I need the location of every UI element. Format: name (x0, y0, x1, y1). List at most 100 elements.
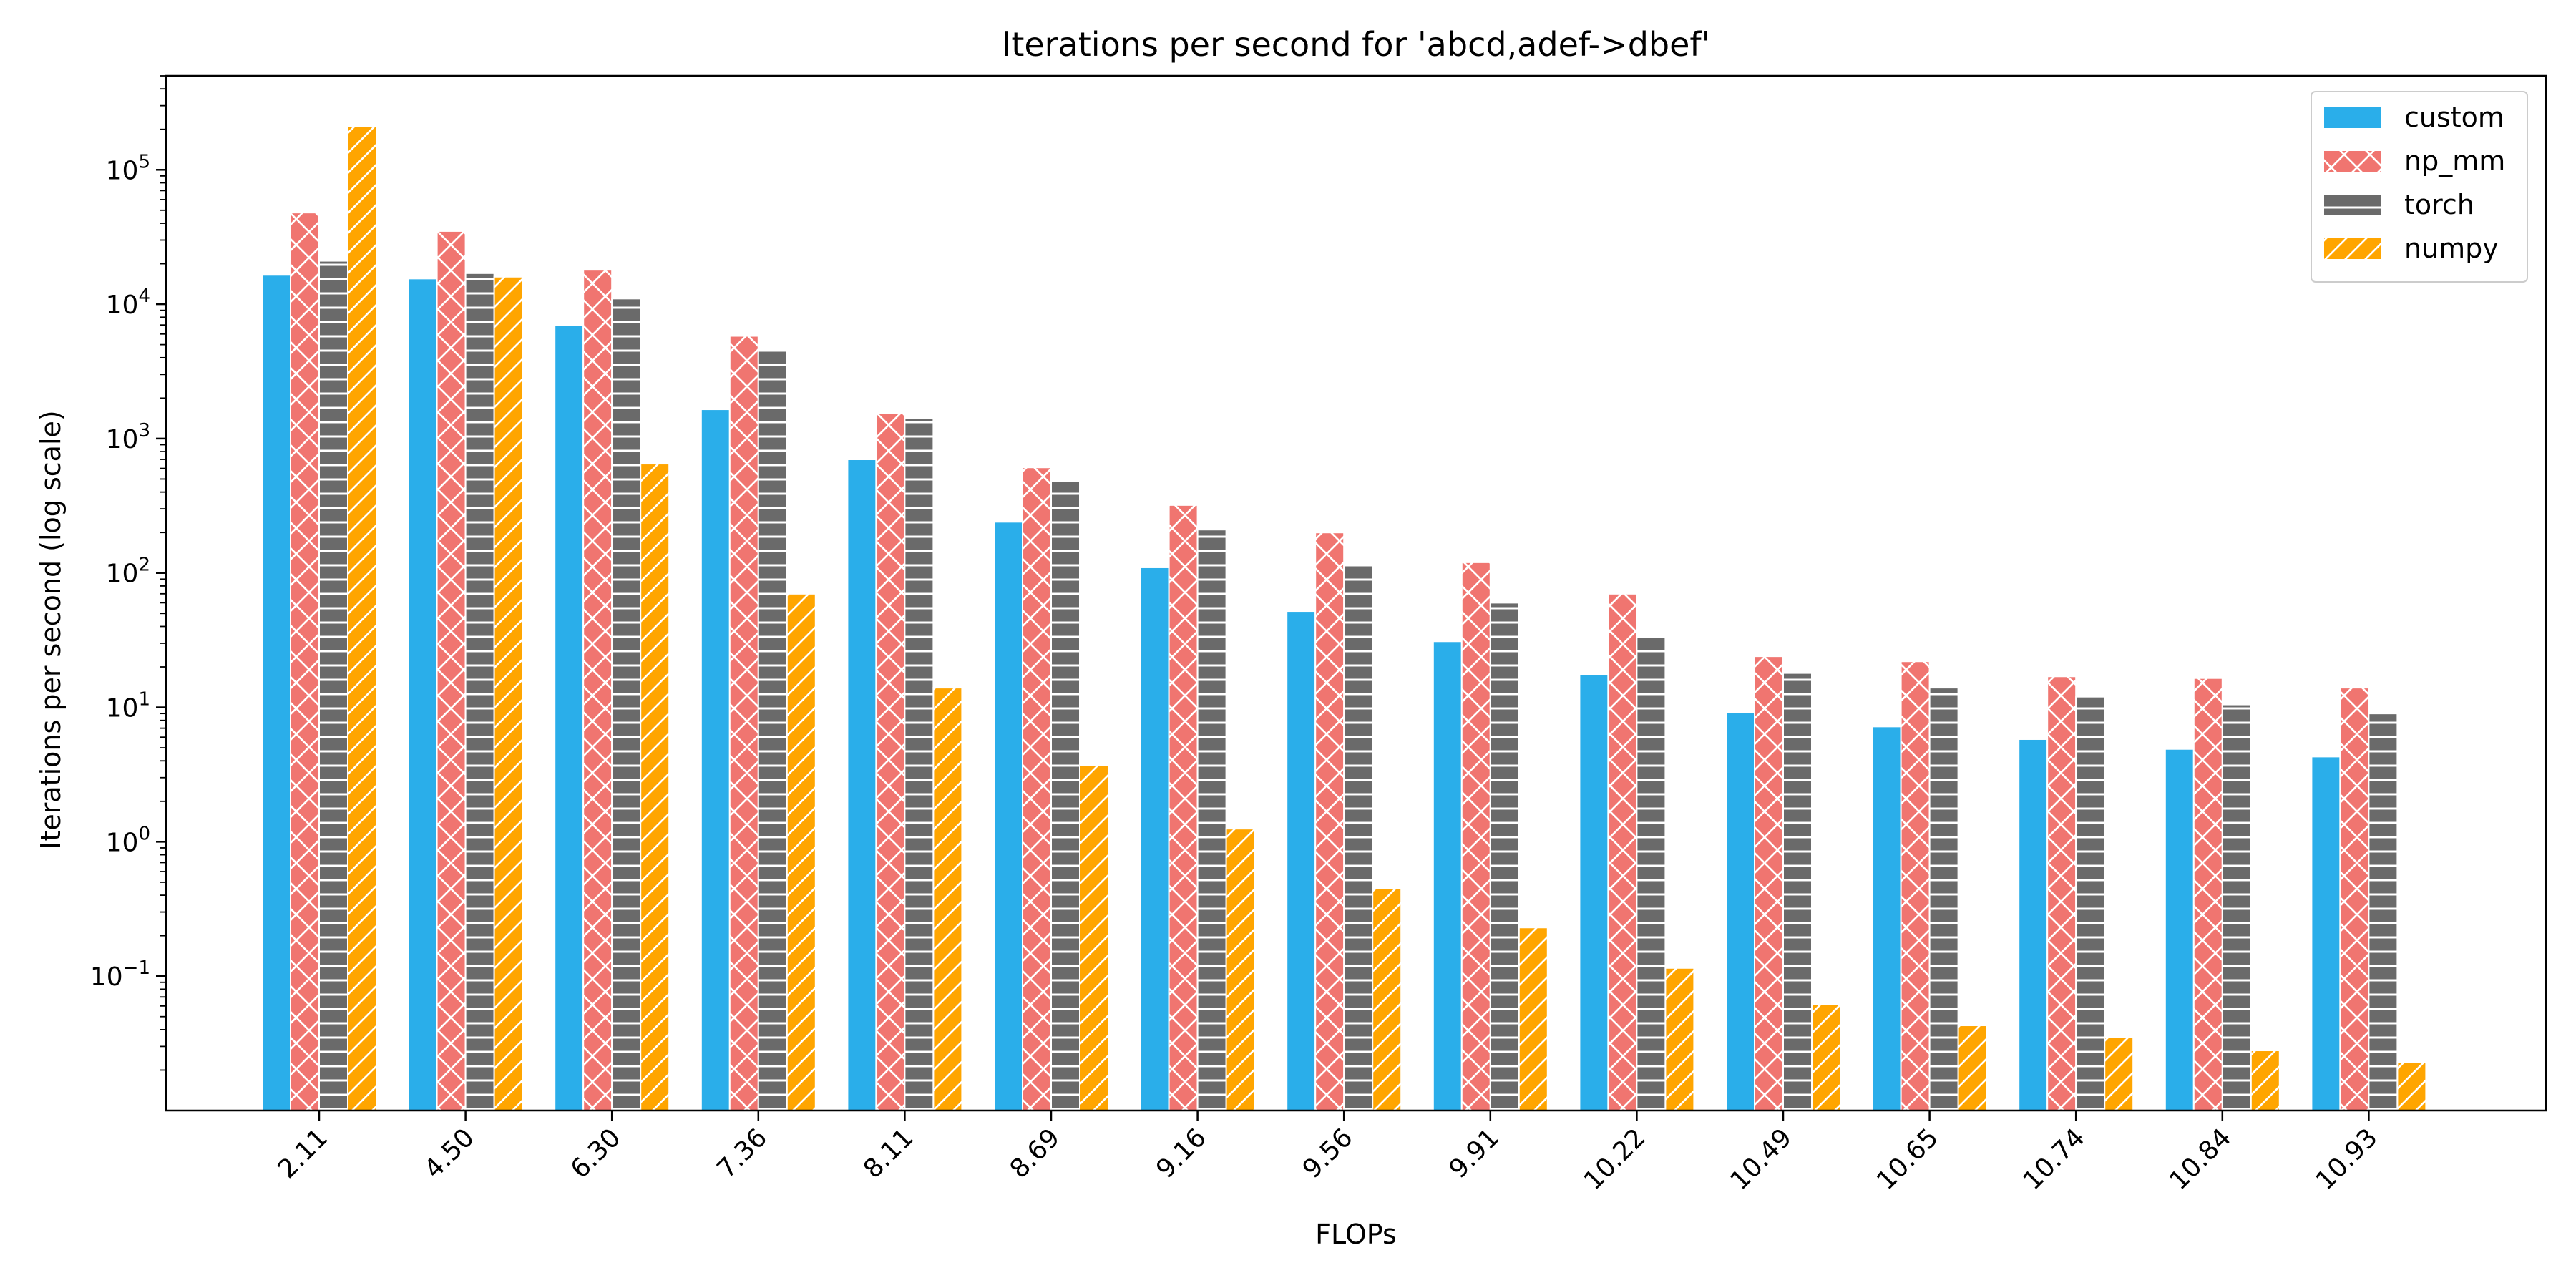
y-tick-label: 100 (106, 823, 150, 857)
bar-hatch-numpy-9.91 (1518, 927, 1548, 1111)
bar-custom-10.49 (1726, 712, 1755, 1111)
bar-hatch-np-mm-7.36 (729, 336, 758, 1111)
bar-hatch-numpy-10.74 (2104, 1037, 2134, 1111)
bar-hatch-torch-10.65 (1929, 688, 1958, 1111)
bar-hatch-np-mm-10.22 (1608, 593, 1637, 1111)
y-tick-label: 103 (106, 420, 150, 454)
chart-title: Iterations per second for 'abcd,adef->db… (1002, 25, 1710, 64)
legend-label: torch (2404, 189, 2474, 220)
bar-hatch-torch-10.49 (1783, 673, 1812, 1111)
bar-hatch-torch-10.22 (1636, 635, 1666, 1111)
bar-custom-8.69 (994, 522, 1023, 1111)
bar-hatch-numpy-10.93 (2397, 1062, 2426, 1111)
bar-custom-6.30 (555, 325, 584, 1111)
x-tick-label: 10.93 (2311, 1123, 2384, 1196)
x-tick-label: 9.91 (1443, 1123, 1505, 1184)
x-tick-label: 9.16 (1151, 1123, 1212, 1184)
x-tick-label: 10.74 (2018, 1123, 2091, 1196)
bar-hatch-numpy-10.65 (1958, 1025, 1987, 1111)
legend-label: numpy (2404, 233, 2499, 264)
bar-custom-9.56 (1287, 611, 1316, 1111)
x-tick-label: 8.69 (1005, 1123, 1066, 1184)
bar-hatch-numpy-2.11 (348, 126, 376, 1111)
y-tick-label: 10−1 (90, 957, 150, 992)
x-tick-label: 8.11 (858, 1123, 919, 1184)
x-tick-label: 10.22 (1579, 1123, 1652, 1196)
bar-hatch-numpy-4.50 (494, 276, 523, 1111)
bar-hatch-numpy-6.30 (640, 464, 670, 1111)
bar-hatch-torch-8.69 (1051, 481, 1080, 1111)
bar-hatch-torch-4.50 (465, 273, 494, 1111)
bar-hatch-numpy-7.36 (786, 593, 816, 1111)
series-custom (261, 274, 2341, 1112)
bar-custom-10.65 (1872, 726, 1901, 1111)
y-tick-label: 105 (106, 151, 150, 185)
legend-item-custom: custom (2324, 102, 2504, 133)
x-tick-label: 9.56 (1297, 1123, 1359, 1184)
legend-item-torch: torch (2324, 189, 2474, 220)
bar-hatch-numpy-10.22 (1665, 967, 1694, 1111)
x-tick-label: 10.65 (1871, 1123, 1944, 1196)
bar-custom-10.22 (1579, 674, 1609, 1111)
bars-layer (261, 125, 2427, 1112)
legend-swatch (2324, 107, 2381, 128)
bar-custom-9.91 (1433, 641, 1462, 1111)
bar-hatch-np-mm-6.30 (583, 270, 613, 1111)
legend-swatch-hatch (2324, 151, 2381, 172)
legend-item-numpy: numpy (2324, 233, 2499, 264)
x-tick-label: 7.36 (711, 1123, 773, 1184)
bar-hatch-numpy-8.69 (1080, 765, 1108, 1111)
bar-hatch-np-mm-8.69 (1023, 467, 1051, 1111)
bar-hatch-torch-9.16 (1197, 530, 1226, 1111)
bar-hatch-torch-10.93 (2368, 713, 2398, 1111)
legend-swatch-hatch (2324, 238, 2381, 259)
bar-hatch-np-mm-10.93 (2340, 688, 2369, 1111)
bar-hatch-np-mm-2.11 (291, 213, 319, 1111)
bar-hatch-torch-9.91 (1490, 602, 1519, 1111)
bar-hatch-np-mm-10.49 (1755, 656, 1783, 1111)
bar-hatch-np-mm-10.74 (2047, 676, 2077, 1111)
legend-label: np_mm (2404, 145, 2505, 177)
bar-custom-2.11 (262, 275, 291, 1111)
bar-hatch-np-mm-10.84 (2193, 678, 2223, 1111)
bar-hatch-torch-10.84 (2222, 704, 2251, 1111)
x-axis-label: FLOPs (1315, 1219, 1397, 1250)
legend-label: custom (2404, 102, 2504, 133)
bar-hatch-numpy-10.84 (2250, 1050, 2280, 1111)
bar-custom-4.50 (408, 278, 437, 1111)
bar-hatch-np-mm-9.16 (1169, 504, 1198, 1111)
series-np-mm (290, 212, 2370, 1112)
x-tick-label: 6.30 (565, 1123, 627, 1184)
y-tick-label: 104 (106, 286, 150, 320)
y-axis-label: Iterations per second (log scale) (35, 410, 67, 849)
bar-hatch-np-mm-10.65 (1901, 661, 1930, 1111)
bar-hatch-numpy-9.16 (1226, 829, 1255, 1111)
bar-hatch-np-mm-4.50 (436, 230, 466, 1111)
bar-hatch-torch-10.74 (2076, 696, 2105, 1111)
bar-custom-10.93 (2311, 756, 2341, 1111)
bar-hatch-np-mm-9.56 (1315, 532, 1345, 1111)
y-tick-label: 102 (106, 555, 150, 589)
legend-swatch-hatch (2324, 195, 2381, 215)
bar-hatch-np-mm-9.91 (1461, 562, 1491, 1111)
bar-hatch-torch-2.11 (319, 260, 348, 1111)
legend-item-np-mm: np_mm (2324, 145, 2505, 177)
bar-hatch-np-mm-8.11 (876, 413, 905, 1111)
bar-custom-9.16 (1140, 567, 1169, 1111)
bar-custom-10.74 (2019, 738, 2048, 1111)
legend-box (2311, 91, 2528, 283)
y-tick-label: 101 (106, 689, 150, 723)
bar-hatch-torch-8.11 (904, 418, 934, 1111)
x-tick-label: 10.84 (2164, 1123, 2237, 1196)
bar-hatch-numpy-9.56 (1372, 888, 1402, 1111)
bar-custom-8.11 (847, 459, 877, 1111)
series-torch (318, 260, 2399, 1111)
bar-hatch-numpy-8.11 (933, 688, 962, 1111)
bar-custom-7.36 (701, 409, 730, 1111)
bar-custom-10.84 (2165, 748, 2194, 1111)
bar-hatch-numpy-10.49 (1812, 1004, 1840, 1111)
x-tick-label: 2.11 (273, 1123, 334, 1184)
x-tick-label: 10.49 (1724, 1123, 1797, 1196)
